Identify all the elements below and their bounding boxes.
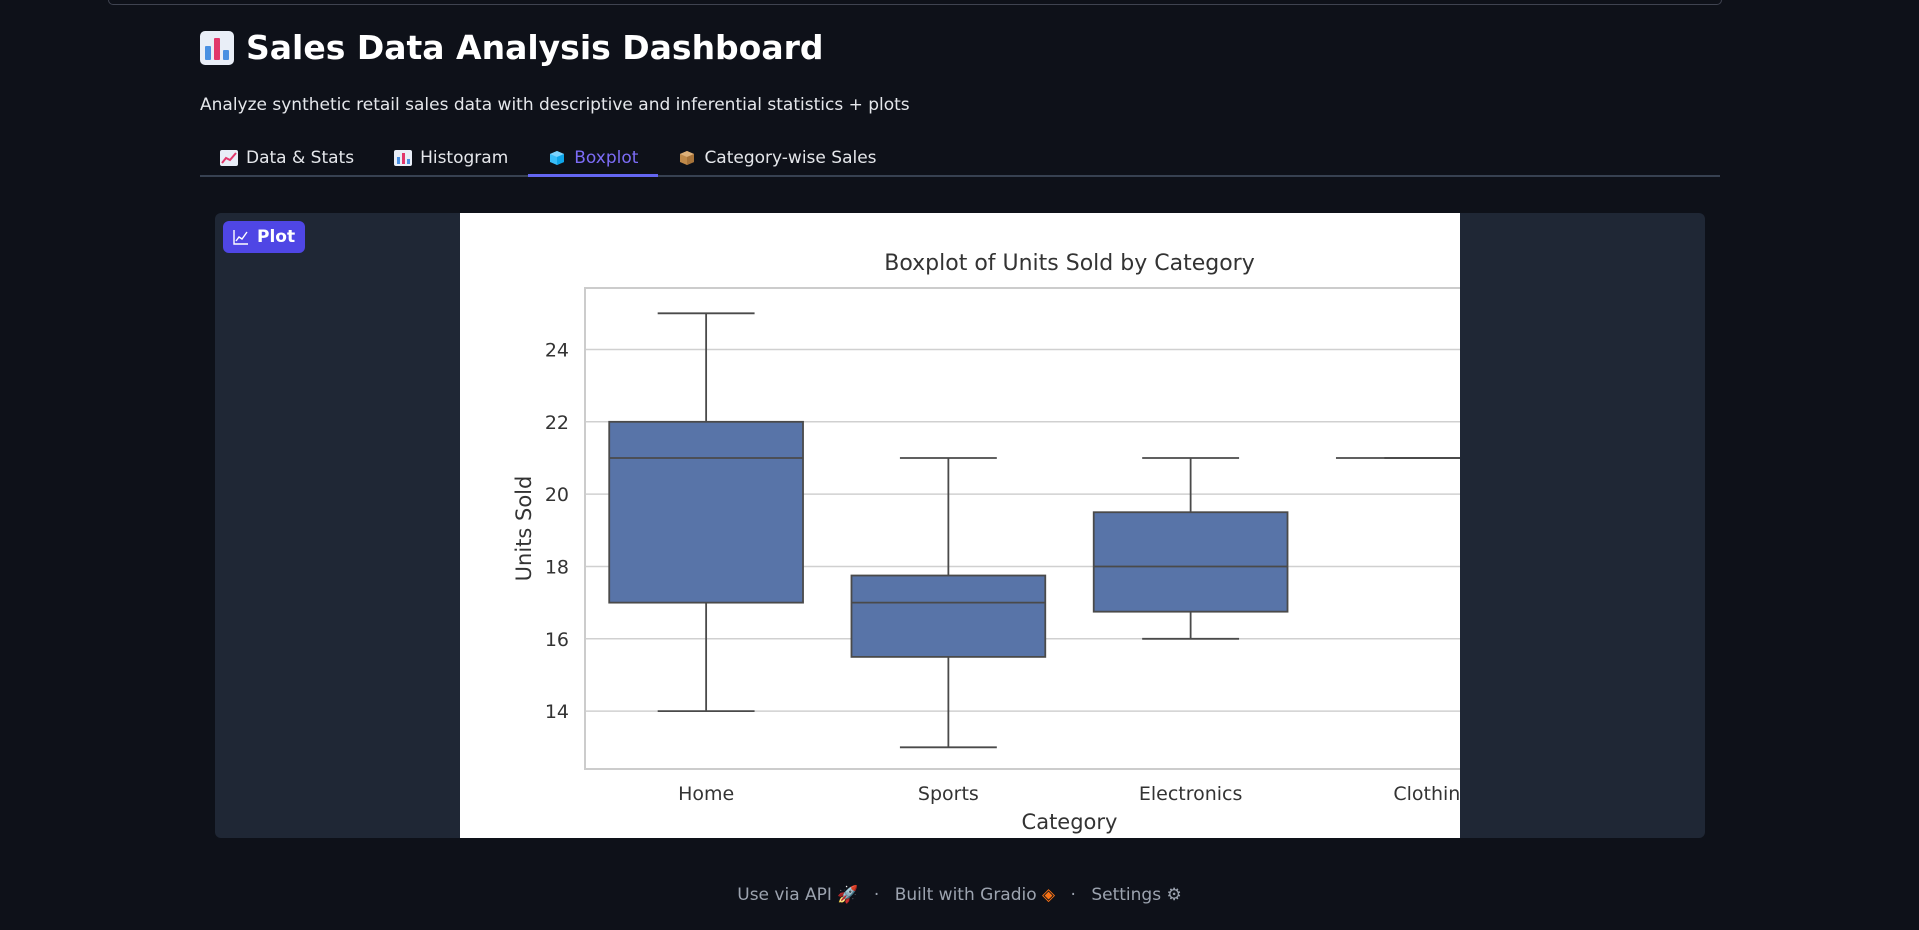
use-via-api-link[interactable]: Use via API 🚀 bbox=[737, 885, 859, 905]
package-icon bbox=[678, 150, 696, 166]
tab-label: Histogram bbox=[420, 147, 509, 168]
plot-panel: Plot Boxplot of Units Sold by Category 14… bbox=[215, 213, 1705, 838]
page-title-text: Sales Data Analysis Dashboard bbox=[246, 28, 824, 67]
boxplot-figure: Boxplot of Units Sold by Category 14 16 18 2… bbox=[460, 213, 1555, 838]
y-tick-label: 18 bbox=[545, 556, 569, 578]
chart-icon bbox=[233, 230, 248, 245]
tab-category-wise-sales[interactable]: Category-wise Sales bbox=[658, 140, 896, 175]
bar-chart-icon bbox=[394, 149, 413, 166]
rocket-icon: 🚀 bbox=[837, 885, 859, 905]
page-title: Sales Data Analysis Dashboard bbox=[200, 28, 824, 67]
tab-histogram[interactable]: Histogram bbox=[374, 140, 528, 175]
x-tick-label: Electronics bbox=[1139, 783, 1243, 805]
chart-title: Boxplot of Units Sold by Category bbox=[884, 251, 1254, 276]
y-tick-label: 20 bbox=[545, 484, 569, 506]
x-tick-label: Home bbox=[678, 783, 734, 805]
plot-label-badge: Plot bbox=[223, 221, 306, 253]
tab-label: Data & Stats bbox=[246, 147, 355, 168]
tab-label: Boxplot bbox=[574, 147, 639, 168]
tab-label: Category-wise Sales bbox=[704, 147, 877, 168]
box-home bbox=[608, 420, 804, 604]
box-electronics bbox=[1092, 511, 1289, 613]
box-sports bbox=[850, 574, 1047, 658]
x-axis-label: Category bbox=[1022, 810, 1118, 834]
x-tick-label: Sports bbox=[918, 783, 979, 805]
line-chart-icon bbox=[220, 149, 238, 166]
tab-data-stats[interactable]: Data & Stats bbox=[200, 140, 374, 175]
page-subtitle: Analyze synthetic retail sales data with… bbox=[200, 95, 910, 115]
y-tick-label: 24 bbox=[545, 339, 569, 361]
gear-icon: ⚙ bbox=[1166, 885, 1182, 905]
y-tick-label: 14 bbox=[545, 701, 569, 723]
settings-link[interactable]: Settings ⚙ bbox=[1091, 885, 1182, 905]
plot-label-text: Plot bbox=[257, 227, 296, 247]
y-axis-label: Units Sold bbox=[512, 476, 536, 582]
bar-chart-icon bbox=[200, 30, 234, 65]
boxplot-chart: Boxplot of Units Sold by Category 14 16 18 2… bbox=[512, 251, 1555, 834]
browser-edge bbox=[108, 0, 1722, 5]
tab-boxplot[interactable]: Boxplot bbox=[528, 140, 659, 177]
x-tick-label: Clothing bbox=[1393, 783, 1460, 805]
footer-separator: · bbox=[1070, 885, 1076, 905]
tab-bar: Data & Stats Histogram Boxplot Category-… bbox=[200, 140, 1720, 177]
footer-separator: · bbox=[873, 885, 880, 905]
built-with-gradio-link[interactable]: Built with Gradio ◈ bbox=[894, 885, 1056, 905]
y-tick-label: 16 bbox=[545, 629, 569, 651]
cube-icon bbox=[548, 150, 566, 166]
y-tick-label: 22 bbox=[545, 412, 569, 434]
gradio-logo-icon: ◈ bbox=[1042, 885, 1056, 905]
footer: Use via API 🚀 · Built with Gradio ◈ · Se… bbox=[0, 885, 1919, 905]
